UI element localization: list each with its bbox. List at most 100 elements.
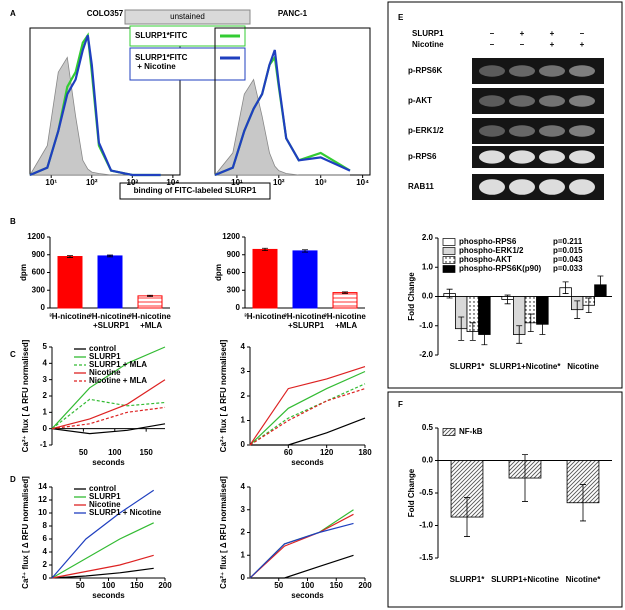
legend-label: SLURP1 + MLA — [89, 360, 147, 369]
y-tick-label: 1200 — [222, 232, 240, 241]
series-line — [51, 379, 166, 430]
y-tick-label: 1 — [241, 550, 246, 559]
panel-letter: F — [398, 400, 403, 409]
y-tick-label: 900 — [32, 250, 46, 259]
legend-label: Nicotine — [89, 500, 121, 509]
y-tick-label: 1 — [43, 407, 48, 416]
panel-f-frame — [387, 391, 623, 608]
x-tick-label: 200 — [358, 581, 372, 590]
legend-label: Nicotine + MLA — [89, 376, 147, 385]
x-tick-label: SLURP1* — [450, 575, 486, 584]
x-axis-label: seconds — [291, 458, 324, 467]
y-tick-label: 600 — [32, 268, 46, 277]
blot-band — [539, 179, 565, 195]
x-tick-label: 10³ — [315, 178, 327, 187]
y-tick-label: 0.5 — [422, 423, 434, 432]
y-tick-label: -1 — [40, 440, 48, 449]
panel-letter: E — [398, 13, 404, 22]
y-tick-label: -2.0 — [419, 350, 433, 359]
legend-label: SLURP1*FITC + Nicotine — [135, 53, 188, 71]
error-bar — [527, 313, 534, 332]
blot-row-label: p-RPS6K — [408, 66, 442, 75]
blot-band — [479, 125, 505, 137]
series-line — [249, 388, 366, 446]
error-bar — [504, 294, 511, 305]
y-tick-label: 300 — [32, 285, 46, 294]
y-tick-label: 2 — [241, 528, 246, 537]
blot-band — [539, 95, 565, 107]
y-tick-label: 3 — [43, 375, 48, 384]
y-axis-label: dpm — [19, 264, 28, 281]
x-tick-label: 200 — [158, 581, 172, 590]
blot-band — [569, 179, 595, 195]
y-tick-label: 14 — [38, 482, 47, 491]
y-tick-label: 1 — [241, 416, 246, 425]
x-tick-label: Nicotine* — [566, 575, 602, 584]
treatment-sign: – — [490, 40, 495, 49]
y-tick-label: 0.0 — [422, 456, 434, 465]
series-line — [51, 489, 155, 579]
error-bar — [574, 300, 581, 319]
panel-letter: D — [10, 475, 16, 484]
y-tick-label: 4 — [241, 482, 246, 491]
y-tick-label: 1200 — [27, 232, 45, 241]
x-tick-label: 60 — [284, 448, 293, 457]
blot-band — [479, 65, 505, 77]
x-tick-label: ³H-nicotine +SLURP1 — [89, 312, 131, 330]
x-tick-label: ³H-nicotine +SLURP1 — [284, 312, 326, 330]
legend-swatch — [442, 247, 456, 255]
y-tick-label: 0 — [241, 440, 246, 449]
x-tick-label: SLURP1+Nicotine — [491, 575, 559, 584]
y-tick-label: -1.0 — [419, 521, 433, 530]
y-tick-label: 3 — [241, 505, 246, 514]
error-bar — [446, 288, 453, 299]
blot-band — [539, 125, 565, 137]
series-line — [51, 398, 166, 430]
treatment-sign: + — [550, 40, 555, 49]
x-tick-label: SLURP1* — [450, 362, 486, 371]
series-line — [214, 49, 351, 177]
x-axis-label: seconds — [92, 458, 125, 467]
blot-band — [569, 95, 595, 107]
y-tick-label: 4 — [43, 358, 48, 367]
error-bar — [481, 323, 488, 346]
y-tick-label: 8 — [43, 521, 48, 530]
error-bar — [458, 316, 465, 341]
x-axis-label: seconds — [291, 591, 324, 600]
legend-label: Nicotine — [89, 368, 121, 377]
blot-row-label: p-AKT — [408, 96, 432, 105]
xlabel-frame — [119, 182, 271, 200]
blot-band — [569, 150, 595, 164]
x-tick-label: 100 — [301, 581, 315, 590]
series-line — [51, 554, 154, 579]
series-line — [51, 423, 166, 435]
error-bar — [522, 454, 528, 502]
x-tick-label: 10² — [273, 178, 285, 187]
y-tick-label: 0 — [41, 303, 46, 312]
y-tick-label: 0.0 — [422, 292, 434, 301]
y-tick-label: 300 — [227, 285, 241, 294]
y-tick-label: 4 — [43, 547, 48, 556]
error-bar — [469, 322, 476, 341]
series-line — [51, 522, 154, 579]
series-line — [51, 406, 166, 430]
legend-label: phospho-RPS6 — [459, 237, 517, 246]
series-line — [249, 509, 354, 579]
series-line — [249, 383, 366, 446]
legend-swatch — [442, 238, 456, 246]
blot-strip — [472, 146, 604, 168]
p-value: p=0.033 — [553, 264, 583, 273]
series-line — [29, 34, 161, 177]
series-line — [249, 370, 366, 446]
x-tick-label: ³H-nicotine — [244, 312, 286, 321]
bar — [137, 295, 163, 309]
series-line — [250, 417, 366, 446]
error-bar — [562, 281, 569, 294]
y-tick-label: 3 — [241, 367, 246, 376]
x-tick-label: 50 — [79, 448, 88, 457]
y-tick-label: 900 — [227, 250, 241, 259]
series-line — [250, 554, 354, 579]
error-bar — [147, 294, 153, 297]
y-tick-label: -1.5 — [419, 553, 433, 562]
